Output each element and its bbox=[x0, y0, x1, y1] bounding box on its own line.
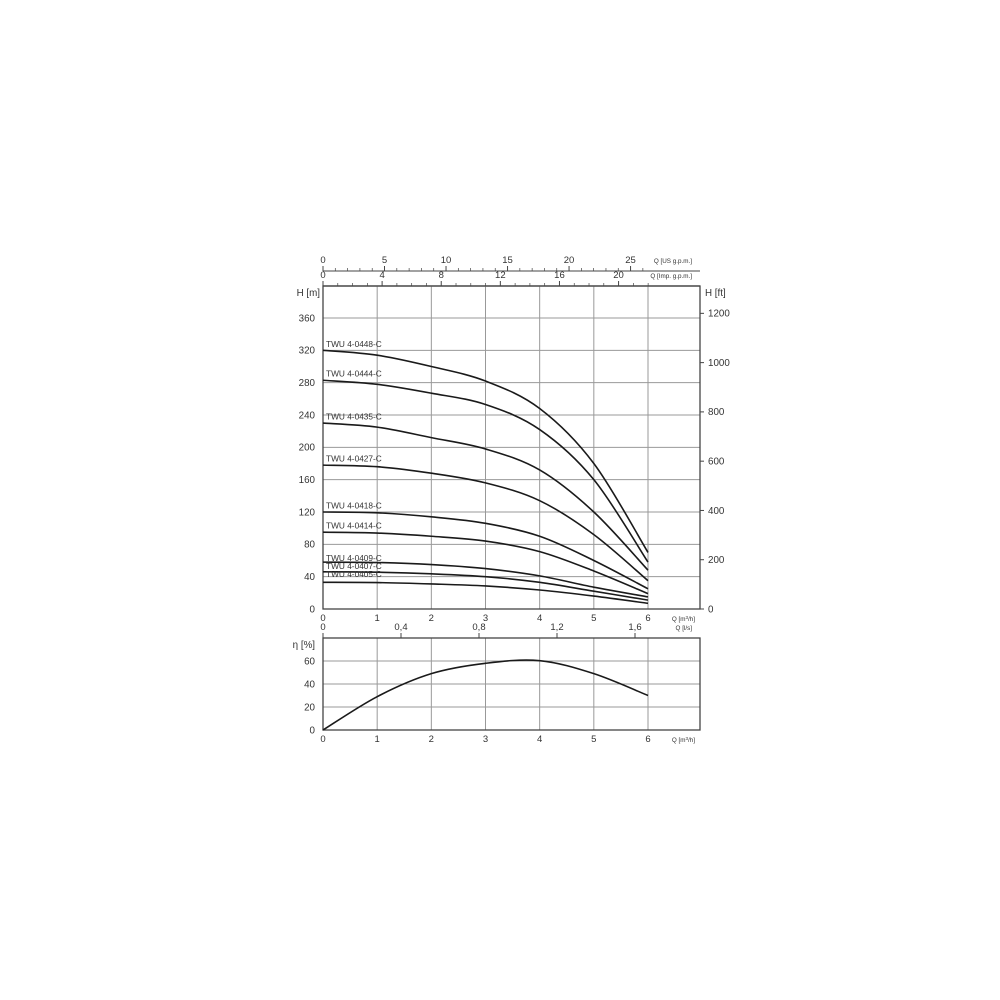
svg-text:400: 400 bbox=[708, 506, 725, 517]
svg-text:0: 0 bbox=[320, 622, 325, 633]
svg-text:200: 200 bbox=[299, 443, 316, 454]
svg-text:Q [Imp. g.p.m.]: Q [Imp. g.p.m.] bbox=[650, 273, 692, 280]
svg-text:20: 20 bbox=[613, 270, 624, 281]
svg-text:η [%]: η [%] bbox=[293, 640, 316, 651]
svg-text:Q [m3/h]: Q [m3/h] bbox=[672, 736, 695, 745]
svg-text:0: 0 bbox=[320, 255, 325, 266]
svg-text:800: 800 bbox=[708, 407, 725, 418]
svg-text:4: 4 bbox=[537, 613, 542, 624]
svg-text:16: 16 bbox=[554, 270, 565, 281]
svg-text:160: 160 bbox=[299, 475, 316, 486]
svg-text:TWU 4-0405-C: TWU 4-0405-C bbox=[326, 569, 382, 579]
svg-text:0: 0 bbox=[708, 604, 714, 615]
svg-text:320: 320 bbox=[299, 346, 316, 357]
svg-text:Q [l/s]: Q [l/s] bbox=[676, 625, 693, 632]
svg-text:15: 15 bbox=[502, 255, 513, 266]
svg-text:TWU 4-0418-C: TWU 4-0418-C bbox=[326, 501, 382, 511]
svg-text:20: 20 bbox=[304, 702, 315, 713]
svg-text:1,2: 1,2 bbox=[550, 622, 563, 633]
svg-text:TWU 4-0427-C: TWU 4-0427-C bbox=[326, 454, 382, 464]
svg-text:3: 3 bbox=[483, 734, 488, 745]
svg-text:5: 5 bbox=[382, 255, 387, 266]
svg-text:0,4: 0,4 bbox=[394, 622, 407, 633]
svg-text:H [m]: H [m] bbox=[297, 288, 321, 299]
svg-text:40: 40 bbox=[304, 679, 315, 690]
svg-text:20: 20 bbox=[564, 255, 575, 266]
svg-text:4: 4 bbox=[379, 270, 384, 281]
svg-text:80: 80 bbox=[304, 540, 315, 551]
svg-text:280: 280 bbox=[299, 378, 316, 389]
svg-text:360: 360 bbox=[299, 313, 316, 324]
svg-text:TWU 4-0448-C: TWU 4-0448-C bbox=[326, 339, 382, 349]
svg-text:60: 60 bbox=[304, 656, 315, 667]
svg-text:8: 8 bbox=[439, 270, 444, 281]
svg-text:TWU 4-0414-C: TWU 4-0414-C bbox=[326, 521, 382, 531]
svg-text:120: 120 bbox=[299, 507, 316, 518]
svg-text:40: 40 bbox=[304, 572, 315, 583]
svg-text:1000: 1000 bbox=[708, 358, 730, 369]
svg-text:TWU 4-0435-C: TWU 4-0435-C bbox=[326, 412, 382, 422]
svg-text:Q [m3/h]: Q [m3/h] bbox=[672, 615, 695, 624]
svg-text:0: 0 bbox=[320, 734, 325, 745]
svg-text:6: 6 bbox=[645, 734, 650, 745]
svg-text:2: 2 bbox=[429, 734, 434, 745]
svg-text:200: 200 bbox=[708, 555, 725, 566]
svg-text:4: 4 bbox=[537, 734, 542, 745]
svg-text:10: 10 bbox=[441, 255, 452, 266]
svg-text:240: 240 bbox=[299, 410, 316, 421]
svg-text:600: 600 bbox=[708, 456, 725, 467]
svg-text:5: 5 bbox=[591, 613, 596, 624]
svg-text:0: 0 bbox=[320, 270, 325, 281]
svg-text:1200: 1200 bbox=[708, 309, 730, 320]
svg-text:2: 2 bbox=[429, 613, 434, 624]
svg-text:6: 6 bbox=[645, 613, 650, 624]
svg-text:H [ft]: H [ft] bbox=[705, 288, 726, 299]
svg-text:1: 1 bbox=[375, 734, 380, 745]
svg-text:1,6: 1,6 bbox=[628, 622, 641, 633]
svg-text:Q [US g.p.m.]: Q [US g.p.m.] bbox=[654, 258, 692, 265]
svg-text:0,8: 0,8 bbox=[472, 622, 485, 633]
svg-text:0: 0 bbox=[310, 604, 316, 615]
svg-text:5: 5 bbox=[591, 734, 596, 745]
svg-text:0: 0 bbox=[310, 725, 316, 736]
svg-text:1: 1 bbox=[375, 613, 380, 624]
svg-text:25: 25 bbox=[625, 255, 636, 266]
svg-text:TWU 4-0444-C: TWU 4-0444-C bbox=[326, 369, 382, 379]
svg-text:12: 12 bbox=[495, 270, 506, 281]
